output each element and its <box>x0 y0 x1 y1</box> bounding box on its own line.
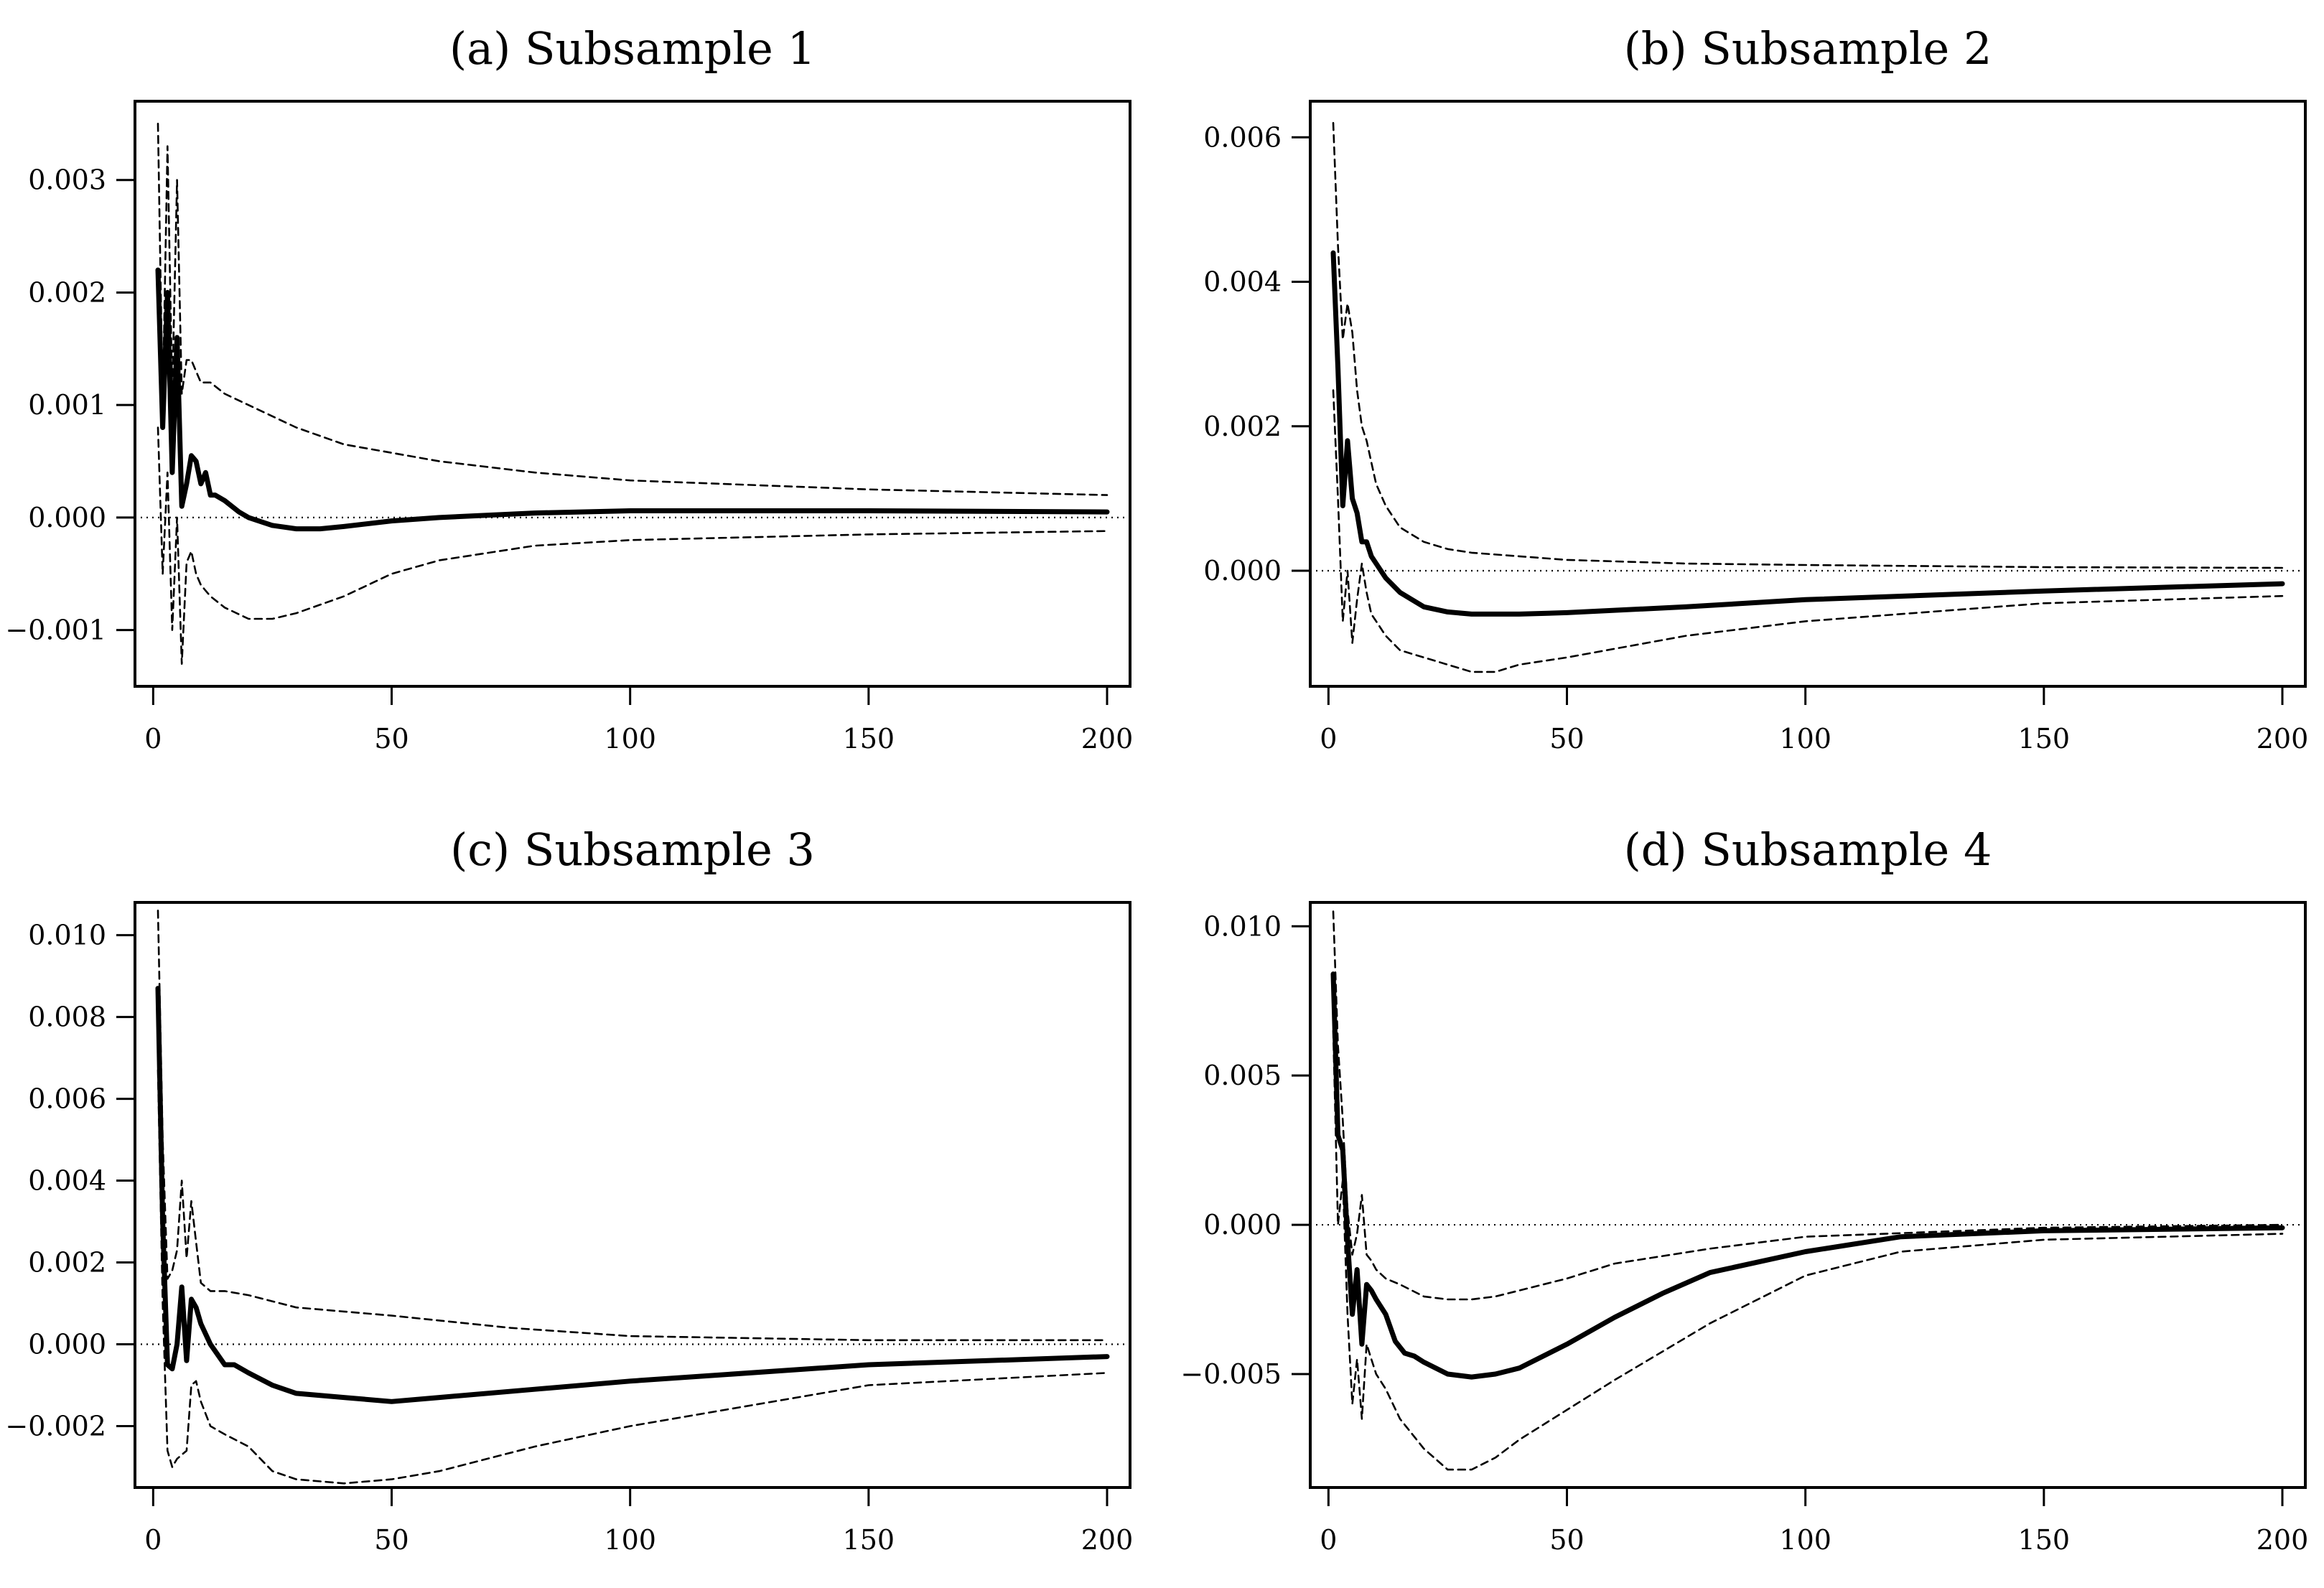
y-tick-label: 0.008 <box>28 1001 106 1033</box>
x-tick-label: 200 <box>2257 1524 2309 1556</box>
y-tick-label: 0.010 <box>1203 910 1282 942</box>
lower-band-line <box>157 1069 1109 1485</box>
upper-band-line <box>1332 121 2284 569</box>
x-tick-label: 100 <box>1779 1524 1831 1556</box>
y-tick-label: 0.006 <box>28 1083 106 1115</box>
y-tick-label: 0.002 <box>28 1247 106 1279</box>
y-tick-label: 0.001 <box>28 389 106 421</box>
x-tick-label: 50 <box>374 723 409 755</box>
impulse-response-line <box>1330 250 2285 617</box>
panel-4: (d) Subsample 4 0 50 100 150 200 −0.005 0.000 0.… <box>1180 823 2308 1556</box>
y-tick-label: 0.003 <box>28 164 106 196</box>
x-tick-label: 200 <box>1081 1524 1134 1556</box>
y-tick-label: 0.002 <box>1203 411 1282 442</box>
y-tick-label: 0.000 <box>28 1329 106 1360</box>
panel-title: (c) Subsample 3 <box>450 823 815 876</box>
plot-frame <box>1309 100 2307 688</box>
panel-3: (c) Subsample 3 0 50 100 150 200 −0.002 0.000 0.… <box>5 823 1133 1556</box>
impulse-response-line <box>155 267 1110 532</box>
x-tick-label: 200 <box>1081 723 1134 755</box>
x-tick-label: 150 <box>2018 723 2071 755</box>
x-tick-label: 100 <box>604 1524 656 1556</box>
x-tick-label: 0 <box>1320 1524 1337 1556</box>
impulse-response-line <box>155 986 1110 1404</box>
x-tick-label: 150 <box>2018 1524 2071 1556</box>
y-tick-label: 0.005 <box>1203 1060 1282 1091</box>
x-tick-label: 0 <box>144 723 162 755</box>
x-tick-label: 50 <box>1549 723 1584 755</box>
y-tick-label: 0.004 <box>28 1165 106 1197</box>
x-tick-label: 150 <box>843 723 895 755</box>
x-tick-label: 0 <box>1320 723 1337 755</box>
plot-frame <box>134 901 1131 1489</box>
panel-title: (d) Subsample 4 <box>1624 823 1992 876</box>
lower-band-line <box>1332 1029 2284 1471</box>
upper-band-line <box>157 910 1109 1342</box>
upper-band-line <box>1332 910 2284 1301</box>
upper-band-line <box>157 123 1109 496</box>
x-tick-label: 50 <box>1549 1524 1584 1556</box>
x-tick-label: 50 <box>374 1524 409 1556</box>
y-tick-label: 0.000 <box>28 502 106 533</box>
plot-frame <box>1309 901 2307 1489</box>
plot-frame <box>134 100 1131 688</box>
y-tick-label: −0.001 <box>5 615 106 646</box>
x-tick-label: 100 <box>604 723 656 755</box>
y-tick-label: 0.000 <box>1203 555 1282 587</box>
y-tick-label: 0.000 <box>1203 1209 1282 1241</box>
y-tick-label: −0.002 <box>5 1411 106 1442</box>
panel-title: (b) Subsample 2 <box>1624 22 1992 75</box>
y-tick-label: −0.005 <box>1180 1358 1282 1390</box>
x-tick-label: 200 <box>2257 723 2309 755</box>
x-tick-label: 150 <box>843 1524 895 1556</box>
panel-2: (b) Subsample 2 0 50 100 150 200 0.000 0.002 0.0… <box>1203 22 2308 755</box>
impulse-response-line <box>1330 971 2285 1380</box>
lower-band-line <box>1332 389 2284 673</box>
y-tick-label: 0.010 <box>28 920 106 951</box>
y-tick-label: 0.002 <box>28 276 106 308</box>
y-tick-label: 0.004 <box>1203 266 1282 298</box>
lower-band-line <box>157 426 1109 665</box>
x-tick-label: 0 <box>144 1524 162 1556</box>
y-tick-label: 0.006 <box>1203 121 1282 153</box>
panel-title: (a) Subsample 1 <box>449 22 816 75</box>
x-tick-label: 100 <box>1779 723 1831 755</box>
panel-1: (a) Subsample 1 0 50 100 150 200 −0.001 0.000 0.… <box>5 22 1133 755</box>
